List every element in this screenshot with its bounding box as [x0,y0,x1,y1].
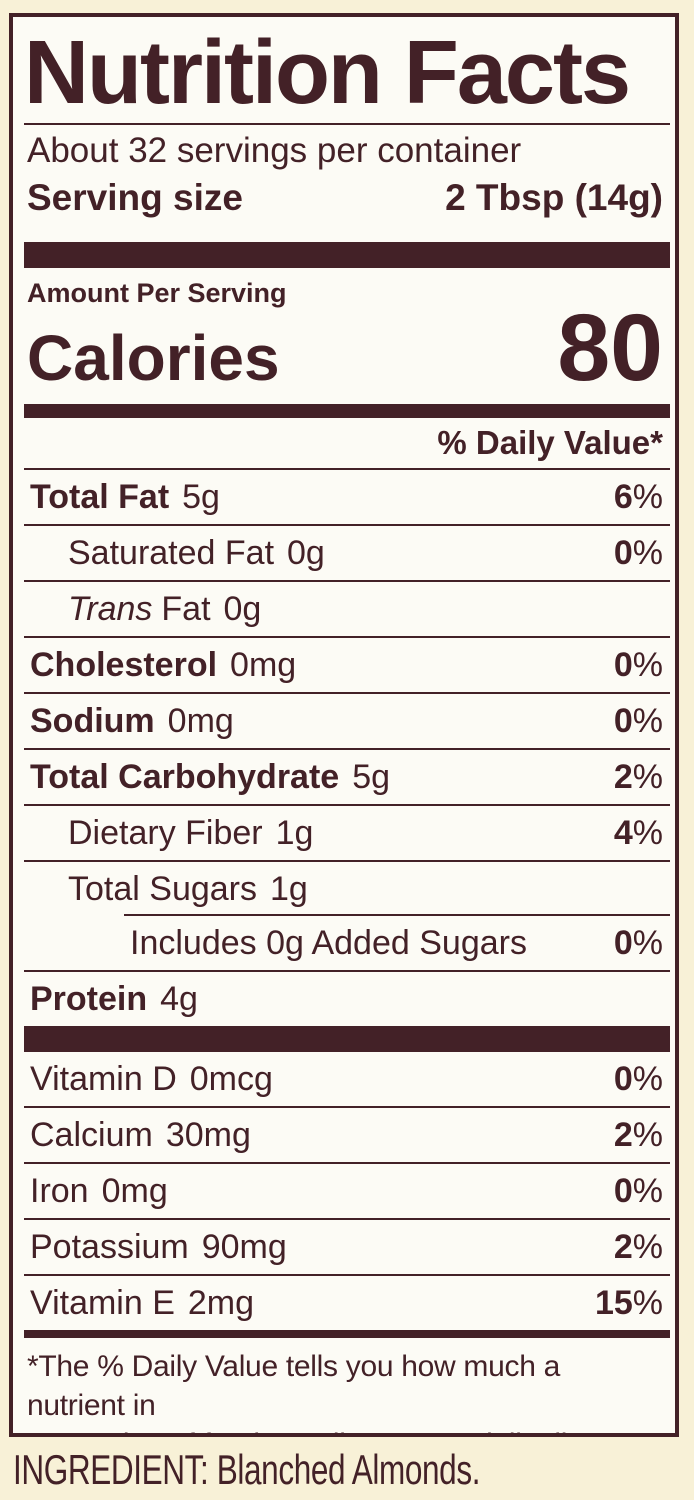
percent-sign: % [632,478,663,517]
nutrient-amount: 5g [182,478,220,517]
nutrient-name: Saturated Fat [68,534,275,573]
nutrient-row-vitamin-d: Vitamin D 0mcg 0% [24,1052,670,1106]
nutrient-amount: 0mg [101,1172,168,1211]
servings-per-container: About 32 servings per container [27,130,522,170]
divider-bar-thin [24,1330,670,1339]
nutrient-name: Fat [161,590,211,629]
nutrient-name: Potassium [30,1228,189,1267]
daily-value: 0% [613,702,663,741]
daily-value-footnote: *The % Daily Value tells you how much a … [24,1338,670,1433]
daily-value: 0% [613,534,663,573]
nutrient-row-calcium: Calcium 30mg 2% [24,1106,670,1162]
nutrient-row-vitamin-e: Vitamin E 2mg 15% [24,1274,670,1330]
divider-thin [24,122,670,125]
nutrient-amount: 1g [270,870,308,909]
daily-value-header: % Daily Value* [437,424,663,461]
daily-value: 6% [613,478,663,517]
serving-size-row: Serving size 2 Tbsp (14g) [24,173,670,220]
nutrient-name: Dietary Fiber [68,814,263,853]
amount-per-serving-label: Amount Per Serving [27,278,287,309]
nutrition-facts-panel: Nutrition Facts About 32 servings per co… [9,13,679,1437]
nutrient-row-sodium: Sodium 0mg 0% [24,692,670,748]
footnote-line: *The % Daily Value tells you how much a … [27,1350,561,1423]
nutrient-name: Vitamin E [30,1284,175,1323]
nutrient-row-total-carbohydrate: Total Carbohydrate 5g 2% [24,748,670,804]
percent-sign: % [632,924,663,963]
percent-sign: % [632,534,663,573]
percent-sign: % [632,758,663,797]
nutrient-amount: 5g [352,758,391,797]
serving-size-value: 2 Tbsp (14g) [445,177,663,219]
nutrient-row-added-sugars: Includes 0g Added Sugars 0% [24,914,670,970]
nutrient-name: Total Carbohydrate [30,758,340,797]
nutrient-amount: 30mg [165,1116,251,1155]
nutrient-amount: 4g [160,980,198,1019]
nutrient-name: Iron [30,1172,89,1211]
nutrient-name: Total Fat [30,478,170,517]
divider-bar-thick [24,1026,670,1053]
serving-size-label: Serving size [27,177,243,219]
percent-sign: % [632,1172,663,1211]
nutrient-name-italic: Trans [68,590,153,629]
divider-bar-thick [24,242,670,269]
percent-sign: % [632,1060,663,1099]
nutrient-row-total-fat: Total Fat 5g 6% [24,470,670,524]
nutrient-name: Total Sugars [68,870,257,909]
daily-value: 0% [613,1060,663,1099]
calories-label: Calories [27,321,280,394]
nutrient-row-protein: Protein 4g [24,970,670,1026]
percent-sign: % [632,646,663,685]
nutrient-row-dietary-fiber: Dietary Fiber 1g 4% [24,804,670,860]
nutrient-name: Vitamin D [30,1060,177,1099]
nutrient-row-trans-fat: Trans Fat 0g [24,580,670,636]
nutrient-amount: 0mg [230,646,297,685]
percent-sign: % [632,814,663,853]
nutrient-row-total-sugars: Total Sugars 1g [24,860,670,916]
daily-value: 4% [613,814,663,853]
daily-value: 2% [613,1228,663,1267]
nutrient-amount: 90mg [201,1228,287,1267]
nutrient-amount: 0mcg [189,1060,273,1099]
footnote-line: a serving of food contributes to a daily… [27,1425,663,1433]
nutrient-row-saturated-fat: Saturated Fat 0g 0% [24,524,670,580]
nutrient-amount: 0g [287,534,325,573]
nutrition-facts-title: Nutrition Facts [24,23,631,123]
percent-sign: % [632,1116,663,1155]
daily-value: 15% [594,1284,663,1323]
nutrient-name: Cholesterol [30,646,218,685]
percent-sign: % [632,1228,663,1267]
calories-row: Calories 80 [24,294,670,401]
nutrient-name: Calcium [30,1116,153,1155]
nutrient-rows: Total Fat 5g 6% Saturated Fat 0g 0% Tran… [24,468,670,1026]
nutrient-amount: 2mg [187,1284,255,1323]
nutrient-row-potassium: Potassium 90mg 2% [24,1218,670,1274]
divider-bar-medium [24,404,670,418]
nutrient-amount: 1g [275,814,314,853]
nutrient-row-iron: Iron 0mg 0% [24,1162,670,1218]
micronutrient-rows: Vitamin D 0mcg 0% Calcium 30mg 2% Iron 0… [24,1052,670,1330]
daily-value: 0% [613,1172,663,1211]
nutrient-name: Sodium [30,702,155,741]
daily-value: 0% [613,924,663,963]
percent-sign: % [632,702,663,741]
nutrient-amount: 0g [223,590,262,629]
percent-sign: % [632,1284,663,1323]
footnote-asterisk: * [27,1350,39,1384]
calories-value: 80 [557,294,663,401]
daily-value: 2% [613,758,663,797]
daily-value: 0% [613,646,663,685]
daily-value: 2% [613,1116,663,1155]
nutrient-name: Protein [30,980,148,1019]
nutrient-name: Includes 0g Added Sugars [130,924,527,963]
nutrient-amount: 0mg [167,702,234,741]
nutrient-row-cholesterol: Cholesterol 0mg 0% [24,636,670,692]
ingredient-statement: INGREDIENT: Blanched Almonds. [13,1446,481,1493]
